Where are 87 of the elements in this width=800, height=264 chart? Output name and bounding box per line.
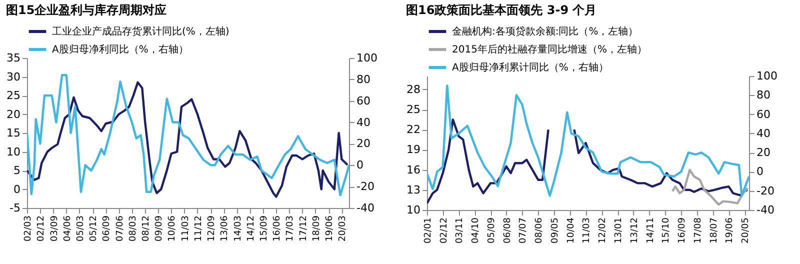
x-tick-label: 11/12 <box>194 216 204 242</box>
x-tick-label: 20/05 <box>741 218 752 244</box>
legend-label: 金融机构:各项贷款余额:同比（%，左轴） <box>452 26 638 38</box>
y2-tick-label: 0 <box>756 165 764 178</box>
y-tick-label: 10 <box>406 204 420 216</box>
x-tick-label: 18/07 <box>709 218 720 244</box>
y2-tick-label: 60 <box>756 108 770 121</box>
x-tick-label: 14/12 <box>246 216 256 242</box>
x-tick-label: 07/06 <box>115 215 126 242</box>
x-tick-label: 05/03 <box>76 216 86 242</box>
x-tick-label: 17/03 <box>286 216 296 242</box>
x-tick-label: 17/12 <box>298 216 309 242</box>
y2-tick-label: -40 <box>756 204 774 216</box>
y-tick-label: 28 <box>406 82 420 96</box>
x-tick-label: 02/01 <box>424 218 434 244</box>
x-tick-label: 15/09 <box>260 215 270 242</box>
x-tick-label: 08/12 <box>142 216 152 242</box>
y-tick-label: 25 <box>406 103 420 116</box>
line-series <box>671 168 749 206</box>
y2-tick-label: 80 <box>356 72 370 86</box>
x-tick-label: 11/03 <box>582 218 592 244</box>
x-tick-label: 03/11 <box>455 218 466 244</box>
x-tick-label: 13/01 <box>614 218 624 244</box>
x-tick-label: 10/04 <box>566 217 576 244</box>
y2-tick-label: -20 <box>356 180 374 194</box>
x-tick-label: 16/09 <box>678 217 688 244</box>
x-tick-label: 17/08 <box>694 217 704 244</box>
x-tick-label: 11/03 <box>180 216 191 242</box>
y-tick-label: 5 <box>14 164 20 177</box>
y2-tick-label: 100 <box>356 52 378 64</box>
x-tick-label: 09/05 <box>550 218 561 244</box>
legend-label: 工业企业产成品存货累计同比(%，左轴) <box>52 26 230 38</box>
x-tick-label: 14/11 <box>646 218 656 244</box>
line-series <box>427 84 749 197</box>
x-tick-label: 02/03 <box>24 216 34 242</box>
x-tick-label: 06/08 <box>502 217 513 244</box>
y2-tick-label: 60 <box>356 94 370 108</box>
x-tick-label: 16/06 <box>272 215 283 242</box>
x-tick-label: 07/07 <box>518 218 529 244</box>
x-tick-label: 09/09 <box>154 215 165 242</box>
x-tick-label: 02/12 <box>439 218 450 244</box>
y2-tick-label: 20 <box>356 137 370 150</box>
x-tick-label: 08/06 <box>534 217 545 244</box>
y-tick-label: 35 <box>6 52 20 64</box>
x-tick-label: 13/12 <box>630 218 640 244</box>
legend-label: A股归母净利同比（%，右轴） <box>52 44 188 56</box>
x-tick-label: 18/09 <box>312 215 322 242</box>
y2-tick-label: 80 <box>756 88 770 102</box>
x-tick-label: 08/03 <box>128 216 138 242</box>
chart-title: 图16政策面比基本面领先 3-9 个月 <box>406 3 597 17</box>
y2-tick-label: 100 <box>756 70 778 82</box>
x-tick-label: 13/06 <box>220 215 230 242</box>
y2-tick-label: -20 <box>756 184 774 198</box>
x-tick-label: 03/09 <box>50 215 60 242</box>
y-tick-label: 13 <box>406 183 420 196</box>
x-tick-label: 19/06 <box>325 215 336 242</box>
x-tick-label: 04/06 <box>62 215 73 242</box>
x-tick-label: 14/03 <box>233 216 244 242</box>
legend-label: A股归母净利累计同比（%，右轴） <box>452 62 608 74</box>
y-tick-label: 22 <box>406 123 420 136</box>
y-tick-label: 15 <box>6 126 20 140</box>
y-tick-label: 30 <box>6 70 20 84</box>
y-tick-label: -5 <box>10 202 20 214</box>
x-tick-label: 06/09 <box>102 215 112 242</box>
y-tick-label: 19 <box>406 143 420 156</box>
y-tick-label: 16 <box>406 163 420 176</box>
y-tick-label: 25 <box>6 89 20 102</box>
x-tick-label: 04/10 <box>471 217 482 244</box>
x-tick-label: 12/02 <box>598 218 608 244</box>
y-tick-label: 20 <box>6 108 20 121</box>
y2-tick-label: 20 <box>756 146 770 160</box>
y2-tick-label: -40 <box>356 202 374 214</box>
legend-label: 2015年后的社融存量同比增速（%，左轴） <box>452 44 647 56</box>
y-tick-label: 0 <box>14 182 20 196</box>
x-tick-label: 15/10 <box>662 217 672 244</box>
y2-tick-label: 0 <box>356 158 364 172</box>
x-tick-label: 20/03 <box>338 216 348 242</box>
x-tick-label: 05/12 <box>89 216 100 242</box>
y2-tick-label: 40 <box>356 116 370 129</box>
y-tick-label: 10 <box>6 145 20 158</box>
x-tick-label: 02/12 <box>36 216 47 242</box>
y2-tick-label: 40 <box>756 126 770 140</box>
x-tick-label: 12/09 <box>207 215 218 242</box>
x-tick-label: 05/09 <box>487 217 498 244</box>
x-tick-label: 19/06 <box>725 217 736 244</box>
x-tick-label: 10/06 <box>168 215 178 242</box>
chart-title: 图15企业盈利与库存周期对应 <box>6 3 167 17</box>
